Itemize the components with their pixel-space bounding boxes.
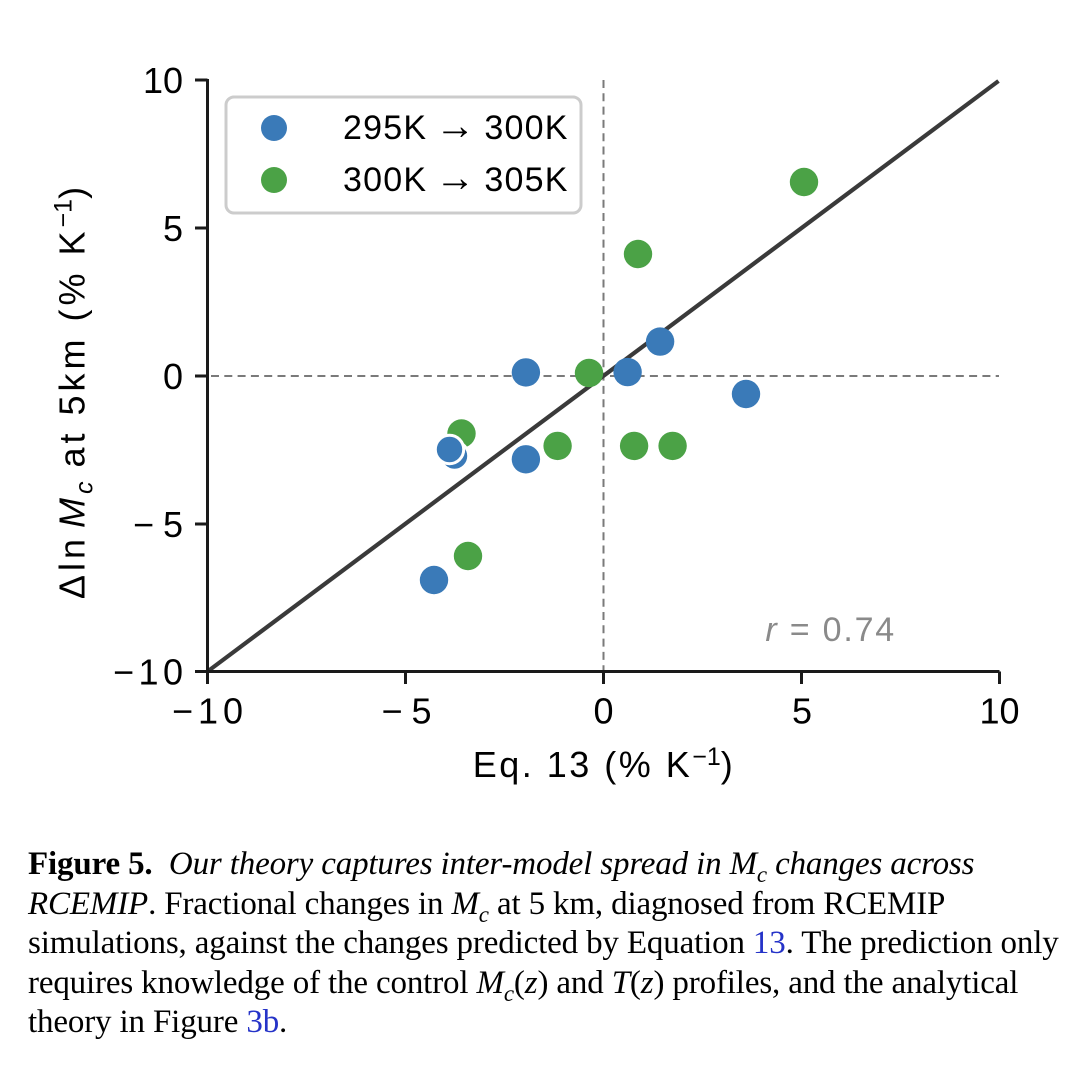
svg-text:10: 10	[143, 60, 183, 101]
svg-text:10: 10	[980, 691, 1020, 732]
svg-text:−10: −10	[113, 652, 183, 693]
svg-text:−10: −10	[172, 691, 243, 732]
svg-text:5: 5	[792, 691, 812, 732]
svg-text:r = 0.74: r = 0.74	[765, 611, 896, 649]
svg-text:Δln Mc at 5km (% K−1): Δln Mc at 5km (% K−1)	[50, 183, 99, 599]
svg-text:295K → 300K: 295K → 300K	[343, 104, 569, 148]
svg-text:300K → 305K: 300K → 305K	[343, 156, 569, 200]
svg-text:Eq. 13 (% K−1): Eq. 13 (% K−1)	[473, 743, 736, 785]
svg-text:5: 5	[163, 208, 183, 249]
svg-text:−5: −5	[133, 504, 183, 545]
svg-text:−5: −5	[382, 691, 432, 732]
svg-text:0: 0	[163, 356, 183, 397]
svg-text:0: 0	[593, 691, 613, 732]
